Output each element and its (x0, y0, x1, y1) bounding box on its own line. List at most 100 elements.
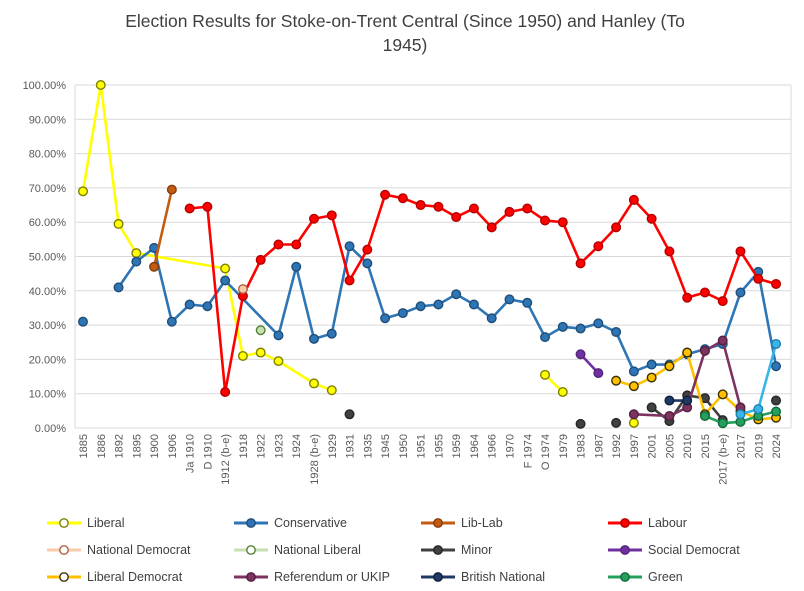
x-axis-tick-label: 1918 (238, 434, 250, 458)
series-line-liberal (81, 83, 333, 392)
legend-item-liberal-democrat: Liberal Democrat (46, 563, 233, 590)
x-axis-tick-label: F 1974 (522, 434, 534, 468)
series-marker-social-democrat (593, 368, 604, 379)
series-marker-liberal (273, 356, 284, 367)
series-marker-labour (771, 278, 782, 289)
series-marker-conservative (628, 366, 639, 377)
series-marker-liberal (326, 385, 337, 396)
series-marker-green (717, 418, 728, 429)
series-marker-conservative (380, 313, 391, 324)
series-marker-conservative (166, 316, 177, 327)
series-marker-labour (344, 275, 355, 286)
series-marker-labour (451, 212, 462, 223)
legend-label: Lib-Lab (461, 515, 503, 530)
series-marker-labour (309, 213, 320, 224)
x-axis-tick-label: 2024 (771, 434, 783, 458)
series-marker-minor (575, 418, 586, 429)
legend-item-conservative: Conservative (233, 509, 420, 536)
series-marker-conservative (362, 258, 373, 269)
x-axis-tick-label: 1924 (291, 434, 303, 458)
y-axis-tick-label: 0.00% (35, 423, 66, 435)
series-marker-conservative (735, 287, 746, 298)
series-marker-labour (611, 222, 622, 233)
legend-key-icon (608, 517, 642, 528)
legend-label: Minor (461, 542, 493, 557)
series-marker-conservative (397, 308, 408, 319)
series-marker-labour (575, 258, 586, 269)
series-marker-national-liberal (255, 325, 266, 336)
y-axis-tick-label: 40.00% (29, 286, 67, 298)
legend-key-icon (47, 517, 81, 528)
x-axis-tick-label: 2017 (735, 434, 747, 458)
series-marker-liberal-democrat (664, 361, 675, 372)
series-marker-conservative (131, 256, 142, 267)
series-marker-liberal-democrat (682, 347, 693, 358)
chart-legend: Liberal Conservative Lib-Lab Labour National… (46, 509, 794, 590)
series-marker-liberal (220, 263, 231, 274)
x-axis-tick-label: 1935 (362, 434, 374, 458)
x-axis-tick-label: Ja 1910 (185, 434, 197, 473)
series-marker-conservative (291, 261, 302, 272)
x-axis-tick-label: 1922 (256, 434, 268, 458)
series-marker-liberal-democrat (611, 375, 622, 386)
series-marker-unlabeled (735, 409, 746, 420)
series-marker-labour (468, 203, 479, 214)
legend-key-icon (47, 544, 81, 555)
series-marker-labour (273, 239, 284, 250)
legend-key-icon (234, 571, 268, 582)
series-marker-labour (646, 213, 657, 224)
series-marker-liberal (95, 79, 106, 90)
series-marker-liberal (628, 417, 639, 428)
series-marker-conservative (575, 323, 586, 334)
chart-title: Election Results for Stoke-on-Trent Cent… (60, 10, 750, 57)
series-line-unlabeled (740, 343, 778, 416)
series-marker-labour (540, 215, 551, 226)
series-marker-lib-lab (149, 261, 160, 272)
chart-title-line-1: Election Results for Stoke-on-Trent Cent… (125, 11, 685, 31)
x-axis-tick-label: 1950 (398, 434, 410, 458)
x-axis-tick-label: 1992 (611, 434, 623, 458)
series-marker-liberal (557, 386, 568, 397)
series-marker-conservative (771, 361, 782, 372)
legend-item-british-national: British National (420, 563, 607, 590)
series-marker-conservative (184, 299, 195, 310)
series-marker-social-democrat (575, 349, 586, 360)
series-marker-liberal (131, 248, 142, 259)
series-marker-labour (326, 210, 337, 221)
series-marker-referendum-or-ukip (628, 409, 639, 420)
y-axis-tick-label: 60.00% (29, 217, 67, 229)
legend-label: Green (648, 569, 683, 584)
series-marker-conservative (451, 289, 462, 300)
series-marker-liberal (237, 350, 248, 361)
series-marker-labour (522, 203, 533, 214)
series-marker-liberal-democrat (628, 381, 639, 392)
series-marker-labour (628, 194, 639, 205)
series-marker-liberal-democrat (646, 372, 657, 383)
series-marker-conservative (646, 359, 657, 370)
x-axis-tick-label: 1964 (469, 434, 481, 458)
series-marker-conservative (504, 294, 515, 305)
series-marker-labour (717, 296, 728, 307)
x-axis-tick-label: 2005 (664, 434, 676, 458)
series-marker-conservative (433, 299, 444, 310)
series-marker-minor (611, 417, 622, 428)
legend-item-lib-lab: Lib-Lab (420, 509, 607, 536)
series-marker-referendum-or-ukip (664, 410, 675, 421)
y-axis-tick-label: 70.00% (29, 183, 67, 195)
legend-key-icon (421, 571, 455, 582)
legend-label: Social Democrat (648, 542, 740, 557)
x-axis-tick-label: 2019 (753, 434, 765, 458)
x-axis-tick-label: O 1974 (540, 434, 552, 470)
legend-item-social-democrat: Social Democrat (607, 536, 794, 563)
series-marker-labour (380, 189, 391, 200)
series-marker-liberal (540, 369, 551, 380)
series-marker-labour (433, 201, 444, 212)
series-marker-labour (664, 246, 675, 257)
x-axis-tick-label: 1979 (558, 434, 570, 458)
x-axis-tick-label: 1931 (345, 434, 357, 458)
x-axis-tick-label: 2017 (b-e) (718, 434, 730, 485)
x-axis-tick-label: 1912 (b-e) (220, 434, 232, 485)
legend-key-icon (421, 517, 455, 528)
